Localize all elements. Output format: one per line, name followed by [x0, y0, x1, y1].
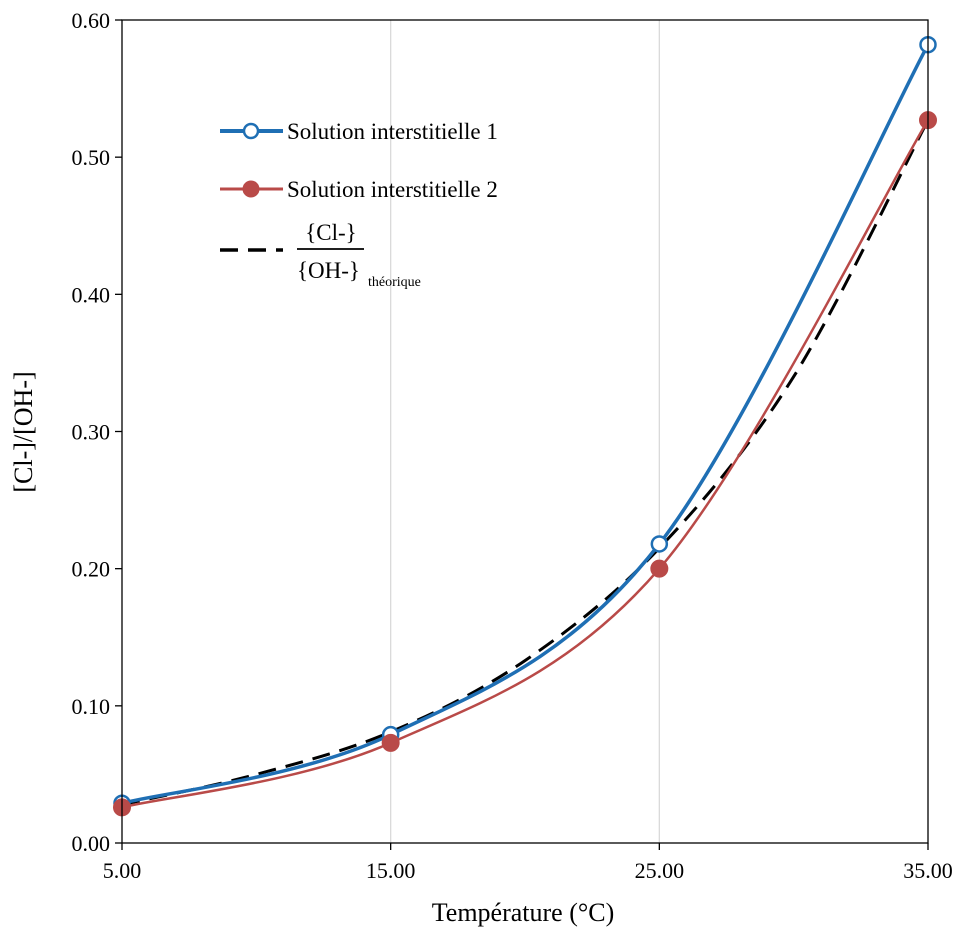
- legend-marker-series-1: [242, 122, 260, 140]
- series-2-point: [650, 559, 669, 578]
- y-tick-label: 0.60: [72, 8, 111, 33]
- x-axis-title: Température (°C): [432, 898, 615, 927]
- legend-marker-series-2: [242, 180, 260, 198]
- x-tick-label: 35.00: [903, 858, 953, 883]
- x-tick-label: 25.00: [635, 858, 685, 883]
- x-tick-label: 15.00: [366, 858, 416, 883]
- legend-label-series-2: Solution interstitielle 2: [287, 177, 498, 202]
- legend-fraction-subscript: théorique: [368, 275, 421, 290]
- legend-label-series-1: Solution interstitielle 1: [287, 119, 498, 144]
- legend: Solution interstitielle 1 Solution inter…: [220, 119, 498, 290]
- y-axis-title: [Cl-]/[OH-]: [9, 371, 38, 492]
- x-tick-label: 5.00: [103, 858, 142, 883]
- y-tick-label: 0.50: [72, 145, 111, 170]
- series-1-line: [121, 43, 930, 805]
- series-3-line: [121, 119, 930, 807]
- legend-fraction-denominator: {OH-}: [297, 258, 360, 283]
- y-tick-labels: 0.00 0.10 0.20 0.30 0.40 0.50 0.60: [72, 8, 122, 856]
- series-layer: [113, 35, 937, 817]
- series-2-point: [381, 733, 400, 752]
- plot-frame: [121, 19, 929, 844]
- gridlines: [390, 20, 660, 843]
- y-tick-label: 0.30: [72, 420, 111, 445]
- series-2-line: [121, 119, 930, 809]
- y-tick-label: 0.00: [72, 831, 111, 856]
- y-tick-label: 0.40: [72, 282, 111, 307]
- series-1-point: [650, 535, 669, 553]
- x-tick-labels: 5.00 15.00 25.00 35.00: [103, 843, 953, 883]
- legend-fraction-numerator: {Cl-}: [305, 220, 356, 245]
- y-tick-label: 0.20: [72, 557, 111, 582]
- y-tick-label: 0.10: [72, 694, 111, 719]
